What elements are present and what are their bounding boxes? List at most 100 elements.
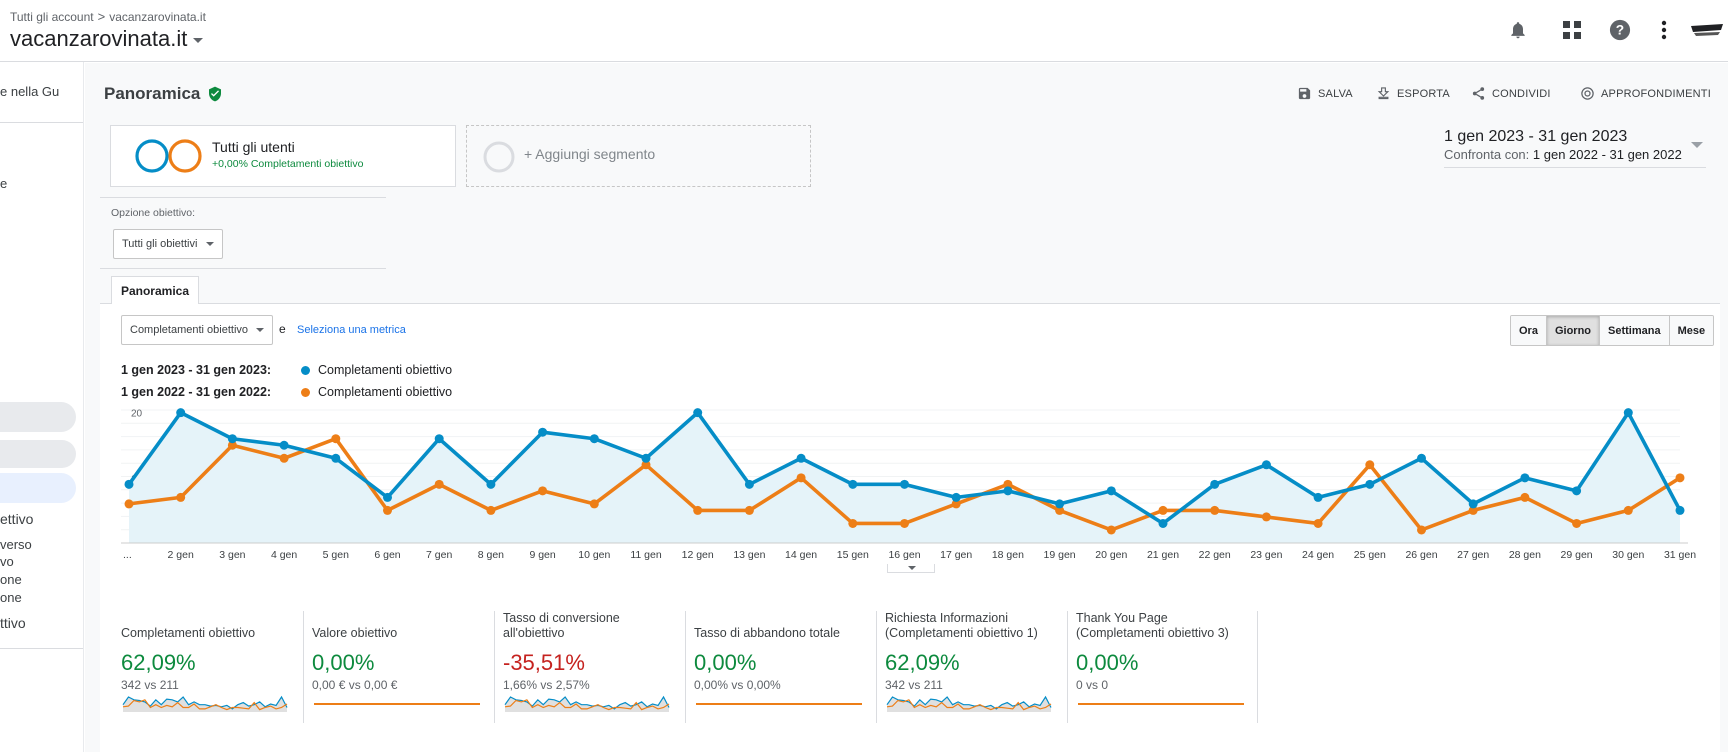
metric-value: 0,00% [1076, 650, 1139, 675]
bell-icon[interactable] [1506, 18, 1530, 42]
date-range: 1 gen 2023 - 31 gen 2023 [1444, 128, 1628, 145]
insights-button[interactable]: APPROFONDIMENTI [1580, 86, 1711, 101]
save-label: SALVA [1318, 87, 1353, 100]
metric-compare: 342 vs 211 [121, 678, 179, 692]
granularity-hour[interactable]: Ora [1511, 316, 1547, 345]
add-segment-button[interactable]: + Aggiungi segmento [466, 125, 811, 187]
verified-shield-icon [209, 86, 222, 102]
metric-value: -35,51% [503, 650, 585, 675]
metric-scorecard[interactable]: Thank You Page (Completamenti obiettivo … [1076, 611, 1256, 692]
more-vert-icon[interactable] [1652, 18, 1676, 42]
goal-option-value: Tutti gli obiettivi [122, 238, 198, 250]
select-metric-link[interactable]: Seleziona una metrica [297, 324, 406, 336]
segment-detail: +0,00% Completamenti obiettivo [212, 158, 364, 170]
sidebar-item-selected[interactable] [0, 473, 76, 503]
download-icon [1377, 87, 1390, 100]
share-button[interactable]: CONDIVIDI [1471, 86, 1551, 101]
date-range-picker[interactable]: 1 gen 2023 - 31 gen 2023 Confronta con: … [1444, 128, 1706, 162]
metric-value: 0,00% [312, 650, 375, 675]
svg-text:?: ? [1616, 23, 1624, 38]
export-button[interactable]: ESPORTA [1376, 86, 1450, 101]
sidebar-item[interactable]: ettivo [0, 511, 34, 527]
metric-divider [303, 611, 304, 723]
metric-divider [685, 611, 686, 723]
profile-logo[interactable] [1690, 18, 1724, 42]
breadcrumb-all-accounts[interactable]: Tutti gli account [10, 9, 94, 24]
goal-option-label: Opzione obiettivo: [111, 207, 196, 219]
share-label: CONDIVIDI [1492, 87, 1551, 100]
compare-range-value: 1 gen 2022 - 31 gen 2022 [1532, 147, 1682, 162]
goal-option-select[interactable]: Tutti gli obiettivi [113, 229, 223, 259]
sidebar-item[interactable]: vo [0, 554, 14, 569]
legend-label: Completamenti obiettivo [318, 385, 453, 399]
metric-compare: 0,00 € vs 0,00 € [312, 678, 398, 692]
caret-down-icon [256, 328, 264, 332]
insights-label: APPROFONDIMENTI [1601, 87, 1711, 100]
legend-row-current: 1 gen 2023 - 31 gen 2023: Completamenti … [121, 363, 452, 377]
metric-scorecard[interactable]: Tasso di abbandono totale 0,00% 0,00% vs 0… [694, 611, 874, 692]
metric-scorecard[interactable]: Valore obiettivo 0,00% 0,00 € vs 0,00 € [312, 611, 492, 692]
empty-circle-icon [483, 141, 515, 173]
metric-label: Valore obiettivo [312, 626, 398, 640]
metric-label: Completamenti obiettivo [121, 626, 256, 640]
granularity-month[interactable]: Mese [1669, 316, 1714, 345]
metric-label: Richiesta Informazioni (Completamenti ob… [885, 611, 1038, 640]
sidebar-item[interactable]: ttivo [0, 615, 26, 631]
chevron-down-icon[interactable] [1691, 142, 1703, 148]
granularity-week[interactable]: Settimana [1600, 316, 1670, 345]
metric-divider [494, 611, 495, 723]
help-icon[interactable]: ? [1608, 18, 1632, 42]
metric-label: Thank You Page (Completamenti obiettivo … [1076, 611, 1229, 640]
metric-compare: 1,66% vs 2,57% [503, 678, 590, 692]
metric-scorecard[interactable]: Completamenti obiettivo 62,09% 342 vs 211 [121, 611, 301, 692]
metric-scorecard[interactable]: Tasso di conversione all'obiettivo -35,51… [503, 611, 683, 692]
apps-grid-icon[interactable] [1560, 18, 1584, 42]
sidebar-item[interactable]: e nella Gu [0, 84, 60, 99]
legend-dot [301, 387, 310, 397]
export-label: ESPORTA [1397, 87, 1450, 100]
metric-sparkline [504, 695, 670, 712]
sidebar-item-placeholder[interactable] [0, 440, 76, 468]
account-selector[interactable]: vacanzarovinata.it [10, 26, 204, 52]
sidebar-item[interactable]: verso [0, 537, 32, 552]
metric-value: 62,09% [121, 650, 196, 675]
metric-divider [1067, 611, 1068, 723]
metric-sparkline [696, 703, 862, 705]
sidebar-item[interactable]: one [0, 590, 22, 605]
legend-label: Completamenti obiettivo [318, 363, 453, 377]
date-underline [1444, 167, 1706, 168]
legend-row-previous: 1 gen 2022 - 31 gen 2022: Completamenti … [121, 385, 452, 399]
metric-sparkline [886, 695, 1052, 712]
segment-all-users[interactable]: Tutti gli utenti +0,00% Completamenti ob… [110, 125, 456, 187]
metric-select[interactable]: Completamenti obiettivo [121, 315, 273, 345]
tab-baseline [100, 303, 1720, 304]
metric-divider [876, 611, 877, 723]
save-icon [1298, 87, 1311, 100]
share-icon [1472, 87, 1485, 100]
metric-sparkline [122, 695, 288, 712]
legend-dot [301, 365, 310, 375]
metric-conjunction: e [279, 322, 286, 336]
sidebar-divider [0, 122, 83, 123]
chart-resize-handle[interactable] [887, 564, 935, 573]
metric-label: Tasso di abbandono totale [694, 626, 840, 640]
sidebar-item-placeholder[interactable] [0, 402, 76, 432]
metric-compare: 0 vs 0 [1076, 678, 1109, 692]
breadcrumb-account[interactable]: vacanzarovinata.it [109, 9, 206, 24]
caret-down-icon [193, 38, 204, 43]
caret-down-icon [206, 242, 214, 246]
save-button[interactable]: SALVA [1297, 86, 1353, 101]
divider [100, 268, 386, 269]
metric-sparkline [1078, 703, 1244, 705]
metric-value: 0,00% [694, 650, 757, 675]
segment-name: Tutti gli utenti [212, 139, 295, 155]
sidebar-item[interactable]: one [0, 572, 22, 587]
add-segment-label: + Aggiungi segmento [524, 146, 656, 162]
granularity-day[interactable]: Giorno [1546, 316, 1601, 345]
sidebar: e nella Gu e ettivo verso vo one one tti… [0, 62, 84, 752]
sidebar-item[interactable]: e [0, 176, 8, 191]
metric-compare: 342 vs 211 [885, 678, 943, 692]
tab-overview[interactable]: Panoramica [111, 276, 199, 304]
metric-scorecard[interactable]: Richiesta Informazioni (Completamenti ob… [885, 611, 1065, 692]
metric-compare: 0,00% vs 0,00% [694, 678, 781, 692]
